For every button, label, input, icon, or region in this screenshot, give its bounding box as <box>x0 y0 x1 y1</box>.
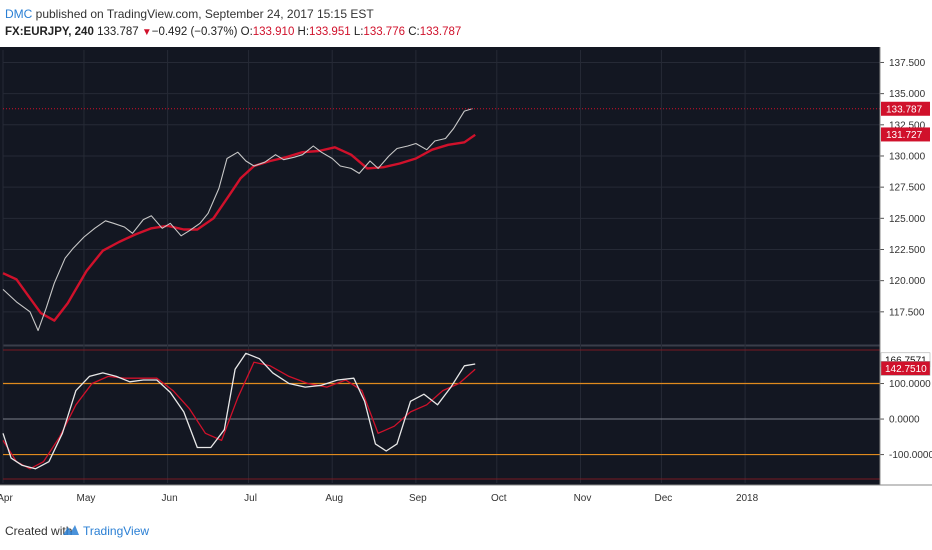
x-tick-label: 2018 <box>736 493 759 504</box>
open-value: 133.910 <box>252 26 295 38</box>
x-tick-label: Dec <box>655 493 673 504</box>
last-price-tag: 133.787 <box>886 104 923 115</box>
x-tick-label: Aug <box>325 493 343 504</box>
author-link[interactable]: DMC <box>5 7 33 21</box>
symbol-label[interactable]: FX:EURJPY, 240 <box>5 26 94 38</box>
price-tick-label: 122.500 <box>889 245 926 256</box>
chart-svg[interactable]: Apr May Jun Jul Aug Sep Oct Nov Dec 2018 137.500 13… <box>0 47 932 510</box>
price-change: −0.492 (−0.37%) <box>151 26 238 38</box>
high-value: 133.951 <box>309 26 351 38</box>
price-tick-label: 137.500 <box>889 58 926 69</box>
open-label: O: <box>240 26 253 38</box>
price-scale-background <box>880 47 932 485</box>
x-tick-label: Apr <box>0 493 13 504</box>
chart-footer: Created with TradingView <box>0 510 932 550</box>
ma-price-tag: 131.727 <box>886 130 923 141</box>
tradingview-link[interactable]: TradingView <box>83 524 150 538</box>
osc-slow-tag: 142.7510 <box>885 364 927 375</box>
last-price-tag-bg <box>881 101 930 116</box>
osc-fast-line <box>2 352 476 470</box>
x-tick-label: Oct <box>491 493 507 504</box>
osc-slow-tag-bg <box>880 361 931 376</box>
close-label: C: <box>408 26 420 38</box>
high-label: H: <box>297 26 310 38</box>
created-with-label: Created with <box>5 524 73 538</box>
moving-average-line <box>2 133 476 322</box>
osc-tick-label: 100.0000 <box>889 379 931 390</box>
tradingview-logo-icon <box>63 525 79 535</box>
x-tick-label: Sep <box>409 493 427 504</box>
low-value: 133.776 <box>363 26 405 38</box>
price-tick-label: 127.500 <box>889 183 926 194</box>
chart-header: DMC published on TradingView.com, Septem… <box>0 0 932 46</box>
price-line <box>2 108 473 332</box>
price-tick-label: 120.000 <box>889 276 926 287</box>
price-tick-label: 132.500 <box>889 120 926 131</box>
close-value: 133.787 <box>419 26 462 38</box>
time-axis-background <box>0 485 932 510</box>
x-tick-label: Jun <box>162 493 178 504</box>
osc-tick-label: 0.0000 <box>889 415 920 426</box>
down-arrow-icon: ▼ <box>141 27 152 38</box>
publish-info: published on TradingView.com, September … <box>32 7 374 21</box>
osc-tick-label: -100.0000 <box>889 450 932 461</box>
low-label: L: <box>353 26 364 38</box>
publish-line: DMC published on TradingView.com, Septem… <box>5 7 374 21</box>
price-tick-label: 117.500 <box>889 307 925 318</box>
x-tick-label: Jul <box>244 493 257 504</box>
price-tick-label: 130.000 <box>889 151 926 162</box>
osc-slow-line <box>2 361 476 470</box>
chart-canvas[interactable]: Apr May Jun Jul Aug Sep Oct Nov Dec 2018 137.500 13… <box>0 47 932 510</box>
osc-fast-tag: 166.7571 <box>885 355 927 366</box>
x-tick-label: May <box>77 493 96 504</box>
ma-price-tag-bg <box>881 127 930 142</box>
symbol-line: FX:EURJPY, 240 133.787 ▼−0.492 (−0.37%) … <box>5 26 461 38</box>
last-price: 133.787 <box>97 26 139 38</box>
price-tick-label: 135.000 <box>889 89 926 100</box>
x-tick-label: Nov <box>574 493 592 504</box>
price-tick-label: 125.000 <box>889 214 926 225</box>
